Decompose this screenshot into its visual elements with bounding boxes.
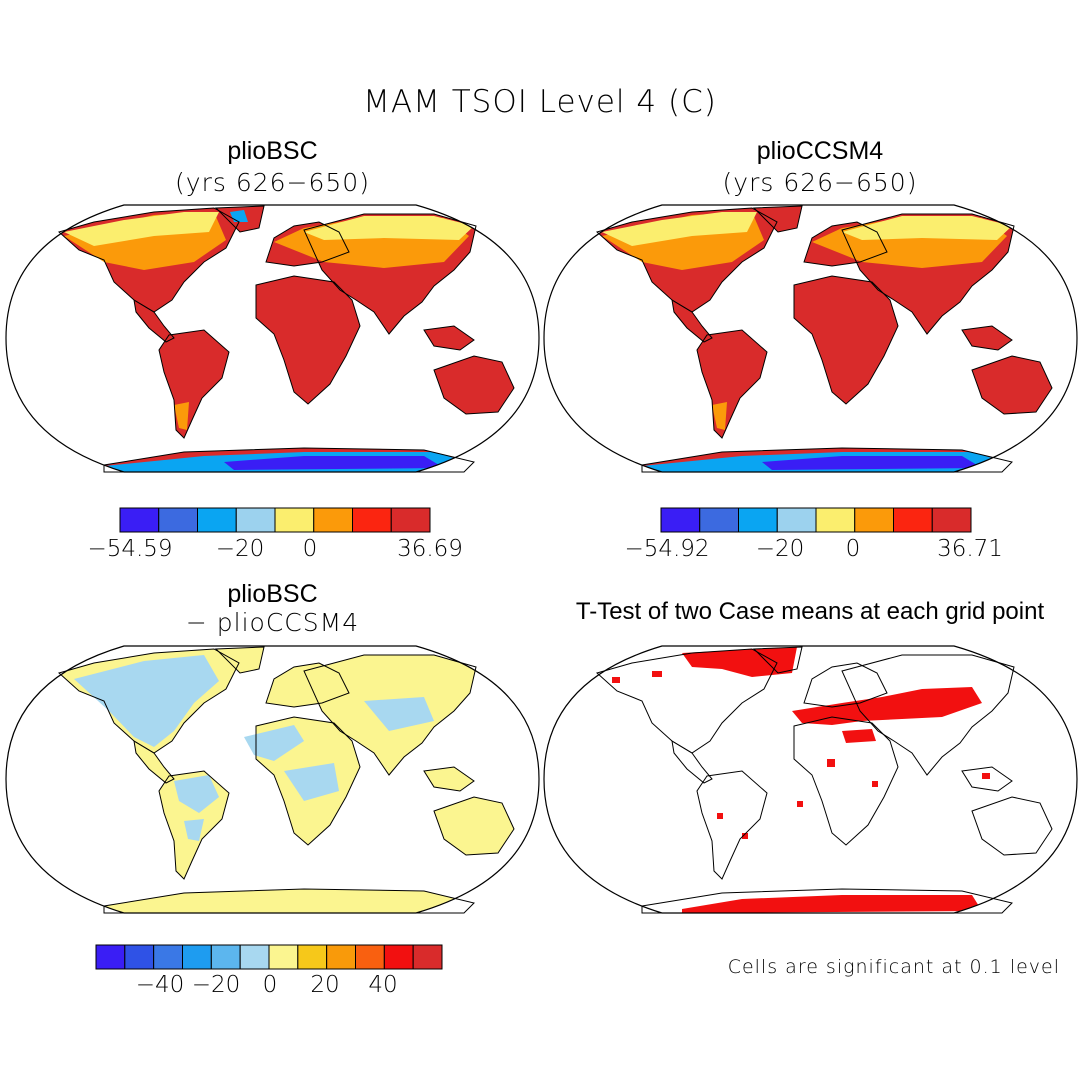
cb2-label-min: −54.92 — [624, 536, 710, 562]
colorbar-swatch — [124, 944, 155, 970]
colorbar-plioccsm4 — [660, 507, 972, 533]
colorbar-swatch — [355, 944, 385, 970]
colorbar-swatch — [158, 507, 198, 533]
cb2-label-max: 36.71 — [937, 536, 1003, 562]
panel4-title: T-Test of two Case means at each grid po… — [575, 598, 1045, 625]
colorbar-swatch — [182, 944, 212, 970]
significant-cells — [612, 647, 990, 913]
map-panel-pliobsc — [5, 204, 540, 473]
colorbar-swatch — [412, 944, 443, 970]
cb2-label-zero: 0 — [845, 536, 861, 562]
colorbar-swatch — [235, 507, 276, 533]
colorbar-swatch — [854, 507, 894, 533]
colorbar-swatch — [893, 507, 933, 533]
colorbar-swatch — [210, 944, 241, 970]
colorbar-swatch — [297, 944, 328, 970]
figure-title: MAM TSOI Level 4 (C) — [363, 84, 717, 120]
colorbar-swatch — [815, 507, 856, 533]
colorbar-swatch — [699, 507, 739, 533]
colorbar-swatch — [352, 507, 392, 533]
colorbar-swatch — [313, 507, 353, 533]
panel3-subtitle: − plioCCSM4 — [185, 608, 360, 637]
colorbar-pliobsc — [119, 507, 431, 533]
cb3-label-zero: 0 — [262, 972, 278, 998]
colorbar-swatch — [776, 507, 817, 533]
map-panel-ttest — [543, 645, 1078, 914]
colorbar-swatch — [95, 944, 126, 970]
panel1-subtitle: (yrs 626−650) — [175, 168, 370, 197]
significance-note: Cells are significant at 0.1 level — [727, 956, 1060, 978]
colorbar-swatch — [274, 507, 315, 533]
colorbar-swatch — [390, 507, 431, 533]
colorbar-swatch — [268, 944, 299, 970]
map-panel-difference — [5, 645, 540, 914]
colorbar-swatch — [153, 944, 183, 970]
cb3-label-neg40: −40 — [135, 972, 185, 998]
colorbar-difference — [95, 944, 443, 970]
panel3-title: plioBSC — [227, 580, 318, 608]
colorbar-swatch — [119, 507, 160, 533]
map-panel-plioccsm4 — [543, 204, 1078, 473]
panel2-subtitle: (yrs 626−650) — [722, 168, 918, 197]
colorbar-swatch — [239, 944, 270, 970]
colorbar-swatch — [660, 507, 701, 533]
cb3-label-40: 40 — [368, 972, 398, 998]
colorbar-swatch — [931, 507, 972, 533]
cb1-label-min: −54.59 — [87, 536, 173, 562]
colorbar-swatch — [326, 944, 356, 970]
panel2-title: plioCCSM4 — [756, 137, 884, 165]
cb1-label-neg20: −20 — [215, 536, 265, 562]
cb2-label-neg20: −20 — [755, 536, 805, 562]
cb3-label-neg20: −20 — [191, 972, 241, 998]
cb1-label-zero: 0 — [302, 536, 318, 562]
cb1-label-max: 36.69 — [397, 536, 463, 562]
colorbar-swatch — [383, 944, 414, 970]
cb3-label-20: 20 — [310, 972, 340, 998]
panel1-title: plioBSC — [227, 137, 318, 165]
colorbar-swatch — [738, 507, 778, 533]
colorbar-swatch — [197, 507, 237, 533]
